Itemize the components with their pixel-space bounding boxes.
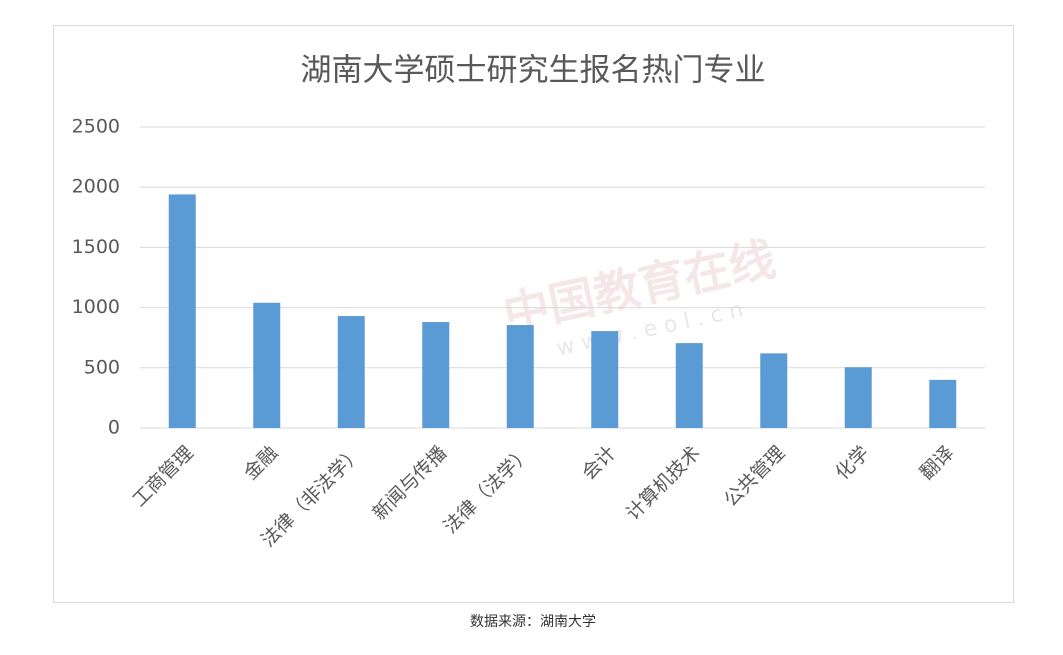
bar — [253, 302, 281, 428]
bar — [422, 322, 450, 428]
bar — [675, 343, 703, 428]
bar — [591, 331, 619, 428]
bar — [760, 353, 788, 428]
y-tick-label: 500 — [84, 356, 120, 378]
chart-title: 湖南大学硕士研究生报名热门专业 — [301, 53, 766, 89]
bar — [506, 325, 534, 428]
source-note: 数据来源：湖南大学 — [470, 614, 596, 630]
y-tick-label: 2500 — [72, 116, 120, 138]
y-tick-label: 1500 — [72, 236, 120, 258]
bar — [168, 194, 196, 428]
y-tick-label: 0 — [108, 417, 120, 439]
bar — [929, 379, 957, 428]
chart-border — [53, 25, 1014, 603]
y-tick-label: 1000 — [72, 296, 120, 318]
bar — [844, 367, 872, 428]
bar — [337, 316, 365, 428]
y-tick-label: 2000 — [72, 176, 120, 198]
